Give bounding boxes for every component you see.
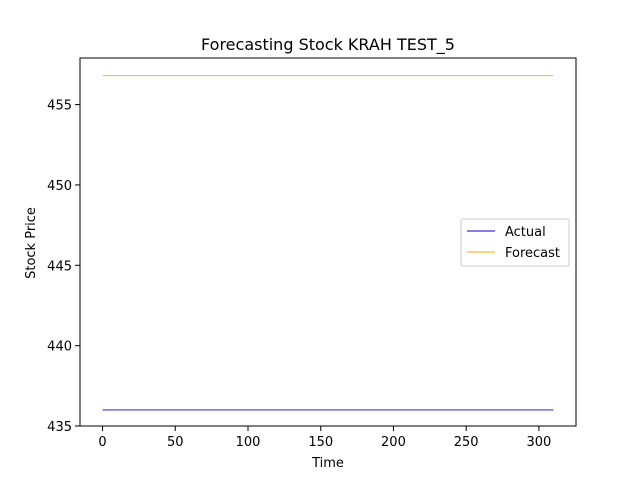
y-axis-label: Stock Price [24,207,39,279]
x-tick-label: 50 [167,435,184,450]
x-axis-ticks: 0 50 100 150 200 250 300 [98,426,551,450]
y-tick-label: 445 [47,259,72,274]
y-axis-ticks: 435 440 445 450 455 [47,99,80,435]
y-tick-label: 435 [47,420,72,435]
series-layer [102,75,554,411]
y-tick-label: 455 [47,99,72,114]
legend-forecast-label: Forecast [505,246,560,261]
x-tick-label: 300 [526,435,551,450]
chart-title: Forecasting Stock KRAH TEST_5 [201,35,455,55]
x-tick-label: 0 [98,435,106,450]
x-tick-label: 200 [381,435,406,450]
legend-actual-label: Actual [505,225,546,240]
y-tick-label: 440 [47,340,72,355]
x-axis-label: Time [311,456,344,471]
legend: Actual Forecast [460,218,570,267]
y-tick-label: 450 [47,179,72,194]
x-tick-label: 150 [308,435,333,450]
x-tick-label: 250 [454,435,479,450]
plot-area [79,57,577,427]
x-tick-label: 100 [236,435,261,450]
plot-frame [79,57,577,427]
